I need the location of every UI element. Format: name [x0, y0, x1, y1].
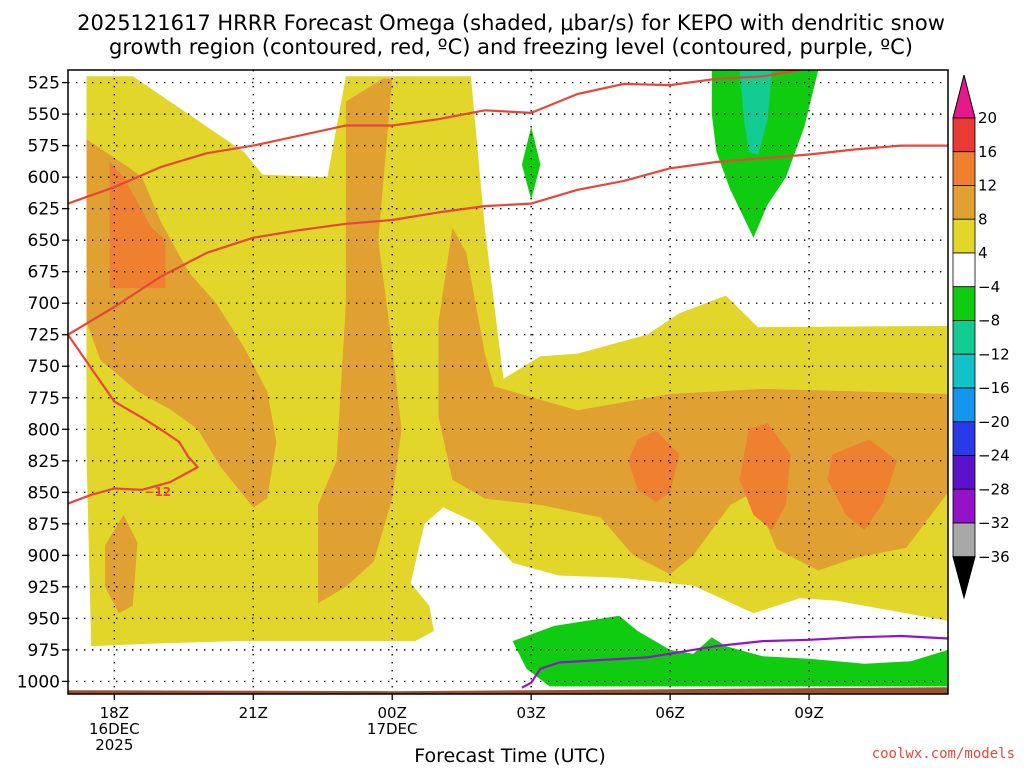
- colorbar-bin-8: [952, 387, 976, 423]
- dendritic-growth-top-contour: [68, 70, 808, 205]
- colorbar-bin-3: [952, 218, 976, 254]
- colorbar-label-8: −16: [978, 379, 1010, 397]
- colorbar-label-4: 4: [978, 244, 988, 262]
- colorbar-bottom-arrow: [952, 556, 976, 600]
- y-tick-label-700: 700: [28, 294, 60, 314]
- y-tick-label-750: 750: [28, 357, 60, 377]
- y-tick-label-525: 525: [28, 74, 60, 94]
- dendritic-growth-bottom-contour: [68, 144, 948, 336]
- y-tick-label-625: 625: [28, 200, 60, 220]
- colorbar-bin-1: [952, 151, 976, 186]
- x-tick-label-6-1: 17DEC: [367, 720, 418, 738]
- colorbar-label-1: 16: [978, 143, 997, 161]
- y-tick-label-1000: 1000: [17, 672, 60, 692]
- omega-8-12-c-region: [438, 227, 948, 575]
- omega-8-12-d-region: [105, 515, 138, 614]
- colorbar-bin-6: [952, 320, 976, 355]
- colorbar-label-7: −12: [978, 345, 1010, 363]
- y-tick-label-850: 850: [28, 483, 60, 503]
- x-tick-label-0-0: 18Z: [100, 704, 129, 722]
- colorbar-label-2: 12: [978, 177, 997, 195]
- y-tick-label-575: 575: [28, 137, 60, 157]
- colorbar-label-5: −4: [978, 278, 1000, 296]
- omega-12-16-c-region: [739, 423, 791, 531]
- omega-colorbar: 20 16 12 8 4 −4 −8 −12 −16 −20 −24 −28 −32 −36: [952, 74, 1010, 600]
- colorbar-label-9: −20: [978, 413, 1010, 431]
- y-tick-label-975: 975: [28, 641, 60, 661]
- omega-12-16-b-region: [628, 430, 680, 503]
- x-tick-label-3-0: 21Z: [239, 704, 268, 722]
- y-tick-label-800: 800: [28, 420, 60, 440]
- colorbar-bin-0: [952, 117, 976, 153]
- x-tick-label-0-2: 2025: [95, 736, 133, 754]
- plot-frame: [67, 69, 949, 695]
- y-tick-label-650: 650: [28, 231, 60, 251]
- y-tick-label-675: 675: [28, 263, 60, 283]
- plot-content: −12: [68, 70, 948, 694]
- chart-title-line1: 2025121617 HRRR Forecast Omega (shaded, …: [77, 11, 945, 35]
- y-tick-label-775: 775: [28, 389, 60, 409]
- y-tick-label-875: 875: [28, 515, 60, 535]
- omega-8-12-b-region: [318, 78, 402, 604]
- colorbar-label-13: −36: [978, 548, 1010, 566]
- chart-title-line2: growth region (contoured, red, ºC) and f…: [109, 35, 913, 59]
- x-tick-label-6-0: 00Z: [378, 704, 407, 722]
- y-tick-label-725: 725: [28, 326, 60, 346]
- omega-neg4-8-c-region: [512, 615, 948, 687]
- colorbar-bin-5: [952, 286, 976, 321]
- omega-12-16-a-region: [109, 162, 166, 289]
- omega-neg4-8-a-region: [521, 126, 541, 200]
- y-tick-label-550: 550: [28, 105, 60, 125]
- omega-12-16-d-region: [827, 439, 898, 531]
- colorbar-bin-7: [952, 353, 976, 389]
- y-tick-label-600: 600: [28, 168, 60, 188]
- pressure-axis: 525 550 575 600 625 650 675 700 725 750 775 800 825 8…: [17, 74, 68, 692]
- colorbar-label-3: 8: [978, 210, 988, 228]
- colorbar-bin-9: [952, 421, 976, 456]
- colorbar-bin-11: [952, 488, 976, 524]
- colorbar-label-12: −32: [978, 514, 1010, 532]
- y-tick-label-925: 925: [28, 578, 60, 598]
- x-tick-label-15-0: 09Z: [794, 704, 823, 722]
- omega-4-8-region: [86, 76, 948, 647]
- colorbar-bin-2: [952, 185, 976, 220]
- plot-area: −12: [67, 69, 949, 695]
- y-tick-label-900: 900: [28, 546, 60, 566]
- y-tick-label-825: 825: [28, 452, 60, 472]
- colorbar-label-11: −28: [978, 480, 1010, 498]
- freezing-level-contour: [521, 634, 948, 689]
- credit-text: coolwx.com/models: [872, 746, 1015, 762]
- x-tick-label-12-0: 06Z: [655, 704, 684, 722]
- x-tick-label-0-1: 16DEC: [89, 720, 140, 738]
- colorbar-label-10: −24: [978, 447, 1010, 465]
- omega-neg8-12-a-region: [739, 70, 772, 155]
- colorbar-bin-4: [952, 252, 976, 288]
- y-tick-label-950: 950: [28, 609, 60, 629]
- ground-surface: [68, 687, 948, 694]
- colorbar-bin-10: [952, 455, 976, 490]
- x-tick-label-9-0: 03Z: [516, 704, 545, 722]
- dendritic-growth-lower-label: −12: [144, 485, 171, 499]
- dendritic-growth-lower-contour: [68, 334, 199, 505]
- x-axis-label: Forecast Time (UTC): [414, 745, 605, 767]
- omega-neg4-8-b-region: [711, 70, 819, 238]
- colorbar-label-6: −8: [978, 312, 1000, 330]
- colorbar-label-0: 20: [978, 109, 997, 127]
- colorbar-top-arrow: [952, 74, 976, 119]
- colorbar-bin-12: [952, 522, 976, 558]
